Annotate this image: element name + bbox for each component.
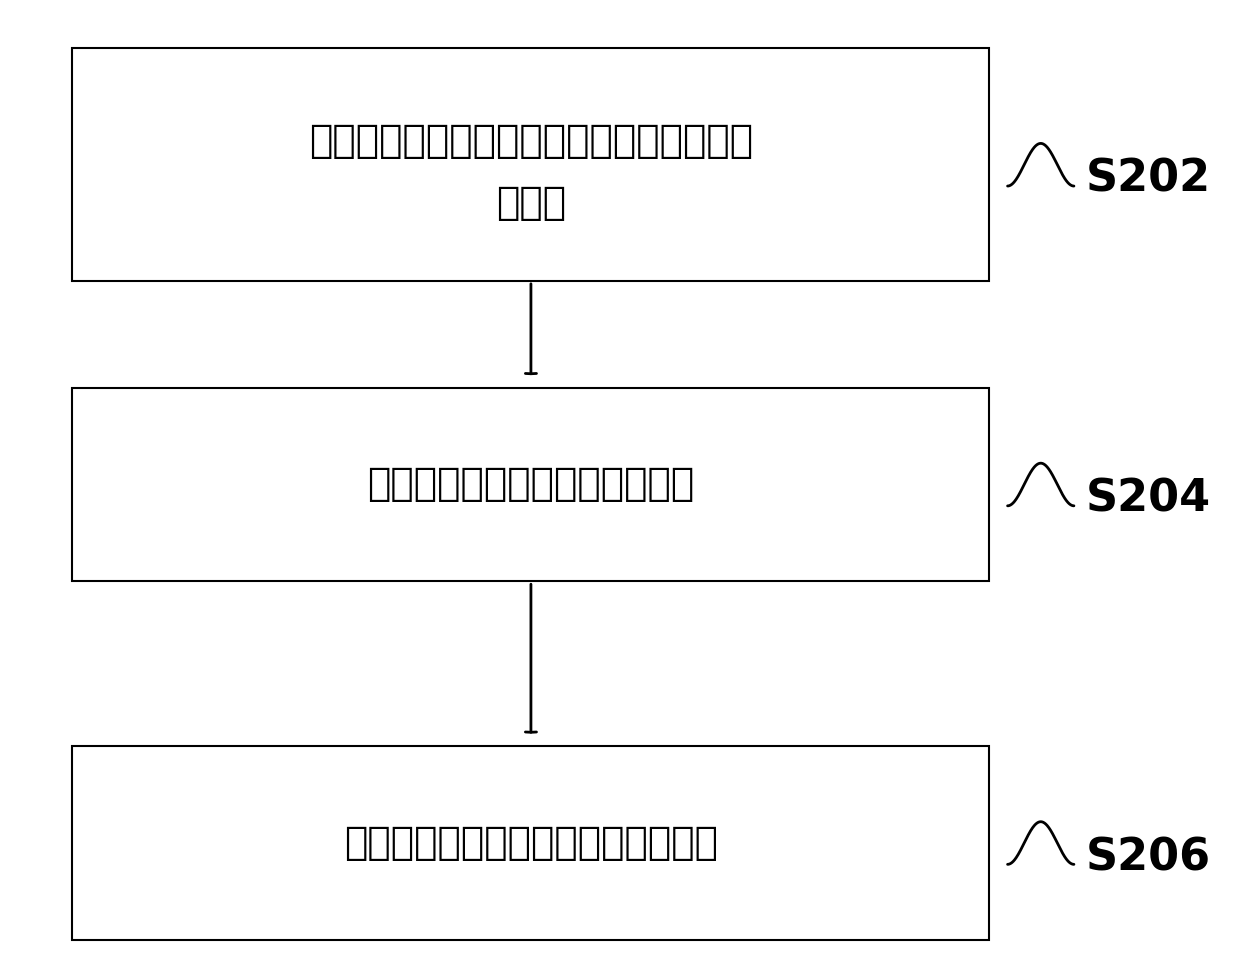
Text: S204: S204 xyxy=(1086,478,1211,520)
Text: 根据电压信号生成相位调节信号: 根据电压信号生成相位调节信号 xyxy=(367,465,695,504)
Text: S202: S202 xyxy=(1086,158,1211,201)
FancyBboxPatch shape xyxy=(73,48,990,281)
Text: 压信号: 压信号 xyxy=(496,184,566,223)
Text: 输出相位调节信号以调节电机的相位: 输出相位调节信号以调节电机的相位 xyxy=(344,824,718,862)
FancyBboxPatch shape xyxy=(73,746,990,940)
FancyBboxPatch shape xyxy=(73,388,990,581)
Text: S206: S206 xyxy=(1086,836,1211,879)
Text: 采集电机相位的控制电路中的采样电阻的电: 采集电机相位的控制电路中的采样电阻的电 xyxy=(309,121,753,160)
